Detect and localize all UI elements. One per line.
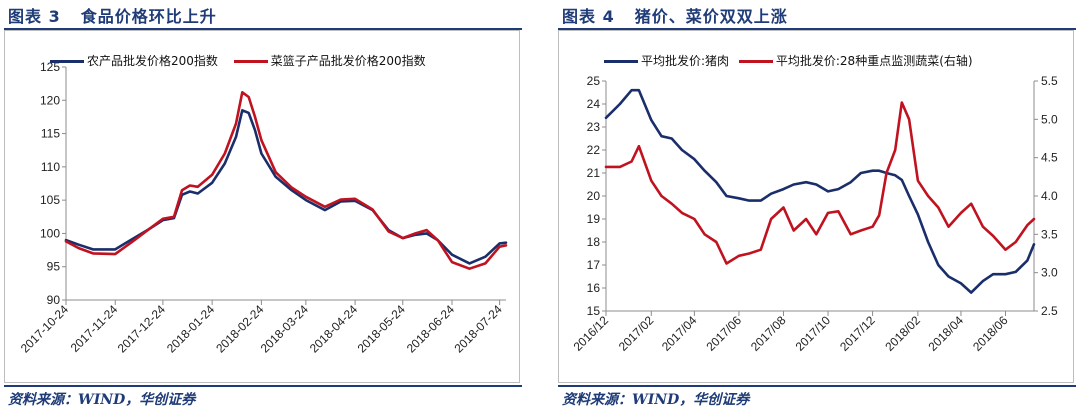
x-tick-label: 2018-04-24 <box>307 302 361 356</box>
x-tick-label: 2017/12 <box>837 313 878 354</box>
legend-item-vegetables: 平均批发价:28种重点监测蔬菜(右轴) <box>738 52 973 69</box>
y-tick-label: 17 <box>587 258 601 272</box>
y-tick-label: 95 <box>47 260 61 274</box>
y2-tick-label: 2.5 <box>1041 304 1058 318</box>
y2-tick-label: 3.5 <box>1041 227 1058 241</box>
legend-swatch-navy <box>50 60 84 63</box>
legend-item-pork: 平均批发价:猪肉 <box>604 52 729 69</box>
left-chart-legend: 农产品批发价格200指数 菜篮子产品批发价格200指数 <box>50 52 438 69</box>
y-tick-label: 25 <box>587 74 601 88</box>
x-tick-label: 2018-03-24 <box>258 302 312 356</box>
series-line-0 <box>604 88 1036 294</box>
y-tick-label: 19 <box>587 212 601 226</box>
right-figure-panel: 图表 4 猪价、菜价双双上涨 15 16 17 18 19 20 21 22 23 24 25 2.5 3… <box>554 0 1080 415</box>
legend-label-pork: 平均批发价:猪肉 <box>641 54 730 68</box>
y-tick-label: 15 <box>587 304 601 318</box>
x-tick-label: 2017/10 <box>793 313 834 354</box>
y-tick-label: 100 <box>40 226 60 240</box>
right-figure-number: 图表 4 <box>562 7 615 26</box>
left-title-rule <box>4 28 522 30</box>
x-tick-label: 2018/02 <box>882 313 923 354</box>
y-tick-label: 21 <box>587 166 601 180</box>
legend-label-ag-index: 农产品批发价格200指数 <box>87 54 218 68</box>
y2-tick-label: 4.0 <box>1041 189 1058 203</box>
y-tick-label: 18 <box>587 235 601 249</box>
left-line-chart: 90 95 100 105 110 115 120 125 2017-10-242017-11-… <box>18 60 508 356</box>
y-tick-label: 23 <box>587 120 601 134</box>
legend-swatch-red <box>233 60 268 63</box>
left-source-note: 资料来源：WIND，华创证券 <box>8 392 196 408</box>
y-tick-label: 105 <box>40 193 60 207</box>
y-tick-label: 24 <box>587 97 601 111</box>
x-tick-label: 2017/04 <box>659 313 700 354</box>
right-line-chart: 15 16 17 18 19 20 21 22 23 24 25 2.5 3.0 3.5 4.0 4.5 5.0… <box>571 74 1058 354</box>
x-tick-label: 2018-01-24 <box>164 302 218 356</box>
y-tick-label: 110 <box>41 160 60 174</box>
y2-tick-label: 5.5 <box>1041 74 1058 88</box>
series-line-1 <box>604 101 1036 265</box>
left-figure-caption: 食品价格环比上升 <box>80 7 217 26</box>
y-tick-label: 120 <box>40 93 60 107</box>
legend-label-vegetables: 平均批发价:28种重点监测蔬菜(右轴) <box>775 54 973 68</box>
right-figure-caption: 猪价、菜价双双上涨 <box>634 7 788 26</box>
series-line-1 <box>64 90 508 270</box>
y-tick-label: 90 <box>47 293 61 307</box>
y-tick-label: 125 <box>40 60 60 74</box>
legend-item-basket-index: 菜篮子产品批发价格200指数 <box>233 52 426 69</box>
legend-label-basket-index: 菜篮子产品批发价格200指数 <box>270 54 426 68</box>
right-chart-frame <box>558 30 1074 383</box>
right-chart-legend: 平均批发价:猪肉 平均批发价:28种重点监测蔬菜(右轴) <box>604 52 973 69</box>
left-figure-title: 图表 3 食品价格环比上升 <box>8 3 217 27</box>
x-tick-label: 2018/06 <box>970 313 1011 354</box>
x-tick-label: 2016/12 <box>571 313 612 354</box>
x-tick-label: 2017-10-24 <box>18 302 72 356</box>
legend-swatch-navy <box>604 60 638 63</box>
y-tick-label: 22 <box>587 143 601 157</box>
legend-item-ag-index: 农产品批发价格200指数 <box>50 52 218 69</box>
right-figure-title: 图表 4 猪价、菜价双双上涨 <box>562 3 788 27</box>
x-tick-label: 2018/04 <box>926 313 967 354</box>
y-tick-label: 20 <box>587 189 601 203</box>
right-source-note: 资料来源：WIND，华创证券 <box>562 392 750 408</box>
x-tick-label: 2017-12-24 <box>115 302 169 356</box>
y2-tick-label: 3.0 <box>1041 266 1058 280</box>
left-chart-frame <box>4 30 520 383</box>
y2-tick-label: 5.0 <box>1041 112 1058 126</box>
y-tick-label: 115 <box>41 127 60 141</box>
y-tick-label: 16 <box>587 281 601 295</box>
y2-tick-label: 4.5 <box>1041 151 1058 165</box>
x-tick-label: 2018-06-24 <box>404 302 458 356</box>
right-source-rule <box>558 385 1076 387</box>
x-tick-label: 2017-11-24 <box>68 302 121 355</box>
right-title-rule <box>558 28 1076 30</box>
x-tick-label: 2018-05-24 <box>355 302 409 356</box>
legend-swatch-red <box>738 60 773 63</box>
x-tick-label: 2017/02 <box>616 313 657 354</box>
left-figure-number: 图表 3 <box>8 7 61 26</box>
x-tick-label: 2017/06 <box>703 313 744 354</box>
x-tick-label: 2017/08 <box>748 313 789 354</box>
left-figure-panel: 图表 3 食品价格环比上升 90 95 100 105 110 115 120 125 2017-… <box>0 0 526 415</box>
x-tick-label: 2018-07-24 <box>451 302 505 356</box>
left-source-rule <box>4 385 522 387</box>
